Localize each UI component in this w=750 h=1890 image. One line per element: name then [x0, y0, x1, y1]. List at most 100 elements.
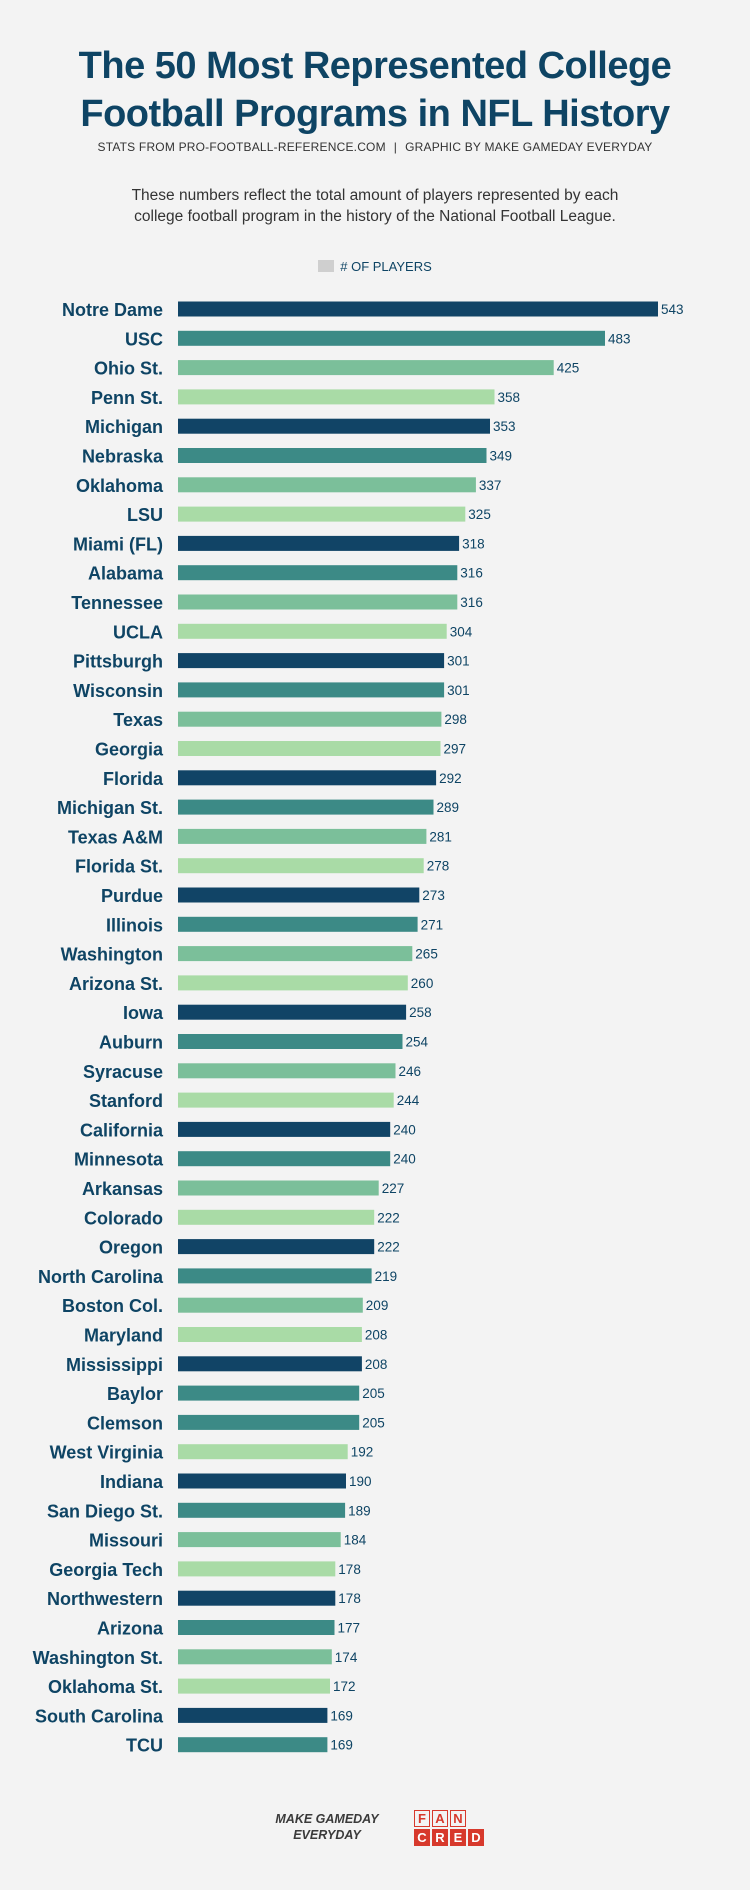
- category-label: Stanford: [89, 1091, 163, 1111]
- bar: [178, 1121, 391, 1137]
- category-label: USC: [125, 329, 163, 349]
- bar: [178, 1063, 396, 1079]
- bar: [178, 1649, 332, 1665]
- bar: [178, 1590, 336, 1606]
- title-line-2: Football Programs in NFL History: [80, 93, 670, 135]
- bar: [178, 1297, 363, 1313]
- credit-separator: |: [393, 140, 398, 154]
- category-label: Auburn: [99, 1033, 163, 1053]
- value-label: 227: [382, 1181, 405, 1196]
- category-label: Indiana: [100, 1472, 164, 1492]
- brand-line-2: EVERYDAY: [293, 1828, 361, 1842]
- value-label: 178: [338, 1591, 361, 1606]
- bar: [178, 535, 460, 551]
- value-label: 169: [330, 1738, 353, 1753]
- brand-line-1: MAKE GAMEDAY: [275, 1812, 379, 1826]
- value-label: 189: [348, 1503, 371, 1518]
- category-label: Missouri: [89, 1531, 163, 1551]
- legend-label: # OF PLAYERS: [340, 259, 432, 274]
- legend-swatch: [318, 260, 335, 272]
- category-label: Nebraska: [82, 447, 164, 467]
- logo-top-row: F A N: [414, 1810, 484, 1827]
- bar: [178, 565, 458, 581]
- bar: [178, 301, 658, 317]
- description: These numbers reflect the total amount o…: [0, 185, 750, 227]
- logo-letter: N: [450, 1810, 466, 1827]
- category-label: West Virginia: [50, 1443, 164, 1463]
- value-label: 543: [661, 302, 684, 317]
- bar: [178, 1268, 372, 1284]
- logo-letter: D: [468, 1829, 484, 1846]
- category-label: Baylor: [107, 1384, 163, 1404]
- footer-brand: MAKE GAMEDAY EVERYDAY: [262, 1811, 392, 1843]
- value-label: 169: [330, 1708, 353, 1723]
- category-label: TCU: [126, 1736, 163, 1756]
- value-label: 219: [375, 1269, 398, 1284]
- category-label: Washington St.: [33, 1648, 163, 1668]
- category-label: UCLA: [113, 622, 163, 642]
- category-label: Oregon: [99, 1238, 163, 1258]
- description-line-2: college football program in the history …: [134, 208, 616, 225]
- category-label: California: [80, 1120, 164, 1140]
- bar: [178, 1473, 346, 1489]
- logo-letter: C: [414, 1829, 430, 1846]
- bar: [178, 1092, 394, 1108]
- category-label: Maryland: [84, 1326, 163, 1346]
- value-label: 190: [349, 1474, 372, 1489]
- bar: [178, 682, 445, 698]
- value-label: 301: [447, 654, 470, 669]
- value-label: 292: [439, 771, 462, 786]
- category-label: Mississippi: [66, 1355, 163, 1375]
- bar: [178, 1532, 341, 1548]
- bar: [178, 1151, 391, 1167]
- category-label: South Carolina: [35, 1706, 164, 1726]
- category-label: Alabama: [88, 564, 164, 584]
- logo-letter: R: [432, 1829, 448, 1846]
- bar: [178, 799, 434, 815]
- value-label: 353: [493, 419, 516, 434]
- category-label: Oklahoma: [76, 476, 164, 496]
- bar: [178, 858, 424, 874]
- value-label: 177: [338, 1621, 361, 1636]
- value-label: 222: [377, 1240, 400, 1255]
- chart-title: The 50 Most Represented College Football…: [0, 42, 750, 138]
- value-label: 184: [344, 1533, 367, 1548]
- bar: [178, 623, 447, 639]
- bar: [178, 1356, 362, 1372]
- bar: [178, 1561, 336, 1577]
- credit-source: STATS FROM PRO-FOOTBALL-REFERENCE.COM: [97, 140, 386, 154]
- category-label: Northwestern: [47, 1589, 163, 1609]
- bar: [178, 1502, 346, 1518]
- bar: [178, 1678, 330, 1694]
- value-label: 316: [460, 566, 483, 581]
- value-label: 178: [338, 1562, 361, 1577]
- value-label: 278: [427, 859, 450, 874]
- category-label: Colorado: [84, 1208, 163, 1228]
- value-label: 304: [450, 624, 473, 639]
- bar: [178, 448, 487, 463]
- value-label: 349: [490, 449, 513, 464]
- value-label: 244: [397, 1093, 420, 1108]
- category-label: Arizona: [97, 1619, 164, 1639]
- bar: [178, 1209, 375, 1225]
- bar: [178, 1034, 403, 1049]
- bar: [178, 1239, 375, 1255]
- value-label: 289: [437, 800, 460, 815]
- category-label: Arizona St.: [69, 974, 163, 994]
- category-label: Michigan St.: [57, 798, 163, 818]
- value-label: 172: [333, 1679, 356, 1694]
- value-label: 358: [498, 390, 521, 405]
- value-label: 425: [557, 361, 580, 376]
- value-label: 208: [365, 1328, 388, 1343]
- logo-bottom-row: C R E D: [414, 1829, 484, 1846]
- title-line-1: The 50 Most Represented College: [78, 45, 672, 87]
- category-label: Ohio St.: [94, 359, 163, 379]
- legend: # OF PLAYERS: [0, 259, 750, 274]
- category-label: Florida: [103, 769, 164, 789]
- description-line-1: These numbers reflect the total amount o…: [131, 187, 619, 204]
- category-label: Washington: [61, 945, 163, 965]
- value-label: 318: [462, 536, 485, 551]
- value-label: 208: [365, 1357, 388, 1372]
- bar: [178, 360, 554, 376]
